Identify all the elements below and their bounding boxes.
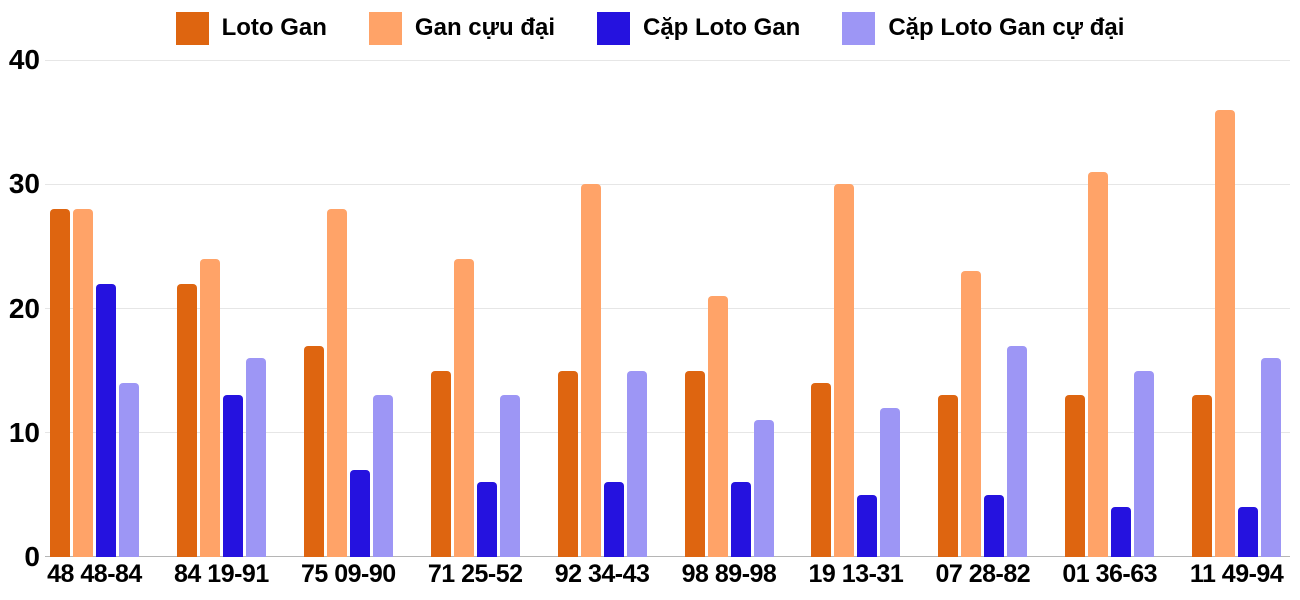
bar [303, 345, 324, 557]
gridline [45, 59, 1290, 61]
bar-group-07-28-82 [938, 60, 1028, 557]
bar [730, 482, 751, 557]
bar [626, 370, 647, 557]
legend-swatch-icon [175, 11, 209, 45]
bar [880, 407, 901, 557]
x-tick-label: 48 48-84 [47, 560, 142, 588]
bar [119, 383, 139, 557]
x-tick-label: 11 49-94 [1189, 560, 1284, 588]
bar [326, 209, 347, 557]
bar [1261, 358, 1282, 557]
y-tick-label: 40 [8, 44, 40, 75]
bar-group-71-25-52 [430, 60, 520, 557]
legend-label: Loto Gan [221, 14, 327, 41]
bar [834, 184, 855, 557]
plot-area [45, 59, 1290, 557]
x-tick-label: 71 25-52 [427, 560, 523, 588]
bar [603, 482, 624, 557]
bar [50, 209, 70, 557]
bar-group-92-34-43 [557, 60, 647, 557]
legend-item-loto-gan[interactable]: Loto Gan [175, 11, 327, 45]
legend-label: Gan cựu đại [414, 14, 555, 41]
bar [1007, 345, 1028, 557]
bar [961, 271, 982, 557]
bar [557, 370, 578, 557]
bar [245, 358, 266, 557]
legend-item-cap-loto-gan-cu-ai[interactable]: Cặp Loto Gan cự đại [842, 11, 1125, 45]
y-tick-label: 30 [8, 168, 40, 200]
bar [430, 370, 451, 557]
bar-group-98-89-98 [684, 60, 774, 557]
bar [1134, 370, 1155, 557]
chart-legend: Loto Gan Gan cựu đại Cặp Loto Gan Cặp Loto … [0, 8, 1300, 48]
legend-swatch-icon [368, 11, 402, 45]
legend-item-gan-cuu-ai[interactable]: Gan cựu đại [368, 11, 555, 45]
bar-group-75-09-90 [303, 60, 393, 557]
bar [1088, 171, 1109, 557]
x-tick-label: 98 89-98 [681, 560, 777, 588]
bar [453, 258, 474, 557]
y-tick-label: 20 [8, 292, 40, 324]
legend-label: Cặp Loto Gan cự đại [888, 14, 1125, 41]
bar-group-19-13-31 [811, 60, 901, 557]
legend-item-cap-loto-gan[interactable]: Cặp Loto Gan [597, 11, 801, 45]
bar [349, 470, 370, 557]
bar [811, 383, 832, 557]
x-tick-label: 75 09-90 [300, 560, 396, 588]
bar [1065, 395, 1086, 557]
gridline [45, 183, 1290, 185]
x-tick-label: 01 36-63 [1062, 560, 1158, 588]
bar [938, 395, 959, 557]
gridline [45, 432, 1290, 434]
bar-group-01-36-63 [1065, 60, 1155, 557]
bar [1111, 507, 1132, 557]
y-tick-label: 10 [8, 416, 40, 448]
y-tick-label: 0 [24, 541, 40, 572]
bar-group-84-19-91 [176, 60, 266, 557]
legend-swatch-icon [597, 11, 630, 45]
bar [580, 184, 601, 557]
bar [984, 494, 1005, 557]
x-tick-label: 84 19-91 [174, 560, 269, 588]
bar [857, 494, 878, 557]
bar [96, 283, 116, 557]
bar [73, 209, 93, 557]
bar [476, 482, 497, 557]
x-tick-label: 07 28-82 [935, 560, 1031, 588]
x-axis-baseline [45, 556, 1290, 557]
bar [753, 420, 774, 557]
bar [499, 395, 520, 557]
legend-label: Cặp Loto Gan [643, 14, 801, 41]
bar [1192, 395, 1213, 557]
bar [1238, 507, 1259, 557]
x-tick-label: 19 13-31 [808, 560, 904, 588]
x-tick-label: 92 34-43 [554, 560, 650, 588]
bar [372, 395, 393, 557]
bar [684, 370, 705, 557]
bar [1215, 109, 1236, 557]
bar [199, 258, 220, 557]
bar [707, 296, 728, 557]
legend-swatch-icon [842, 11, 876, 45]
bar [222, 395, 243, 557]
bar-group-48-48-84 [50, 60, 139, 557]
bar [176, 283, 197, 557]
gridline [45, 308, 1290, 309]
bar-group-11-49-94 [1192, 60, 1282, 557]
